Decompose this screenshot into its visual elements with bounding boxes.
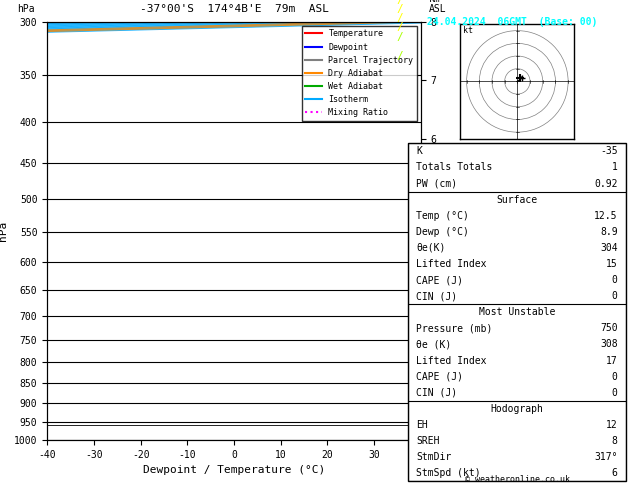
Legend: Temperature, Dewpoint, Parcel Trajectory, Dry Adiabat, Wet Adiabat, Isotherm, Mi: Temperature, Dewpoint, Parcel Trajectory… [302, 26, 417, 121]
Text: /: / [396, 32, 403, 42]
Text: Hodograph: Hodograph [491, 404, 543, 414]
Text: 0: 0 [612, 275, 618, 285]
Text: 6: 6 [612, 468, 618, 478]
Text: 750: 750 [600, 323, 618, 333]
Text: 17: 17 [606, 355, 618, 365]
X-axis label: Dewpoint / Temperature (°C): Dewpoint / Temperature (°C) [143, 465, 325, 475]
Text: /: / [396, 52, 403, 61]
Text: CAPE (J): CAPE (J) [416, 372, 464, 382]
Text: 12: 12 [606, 420, 618, 430]
Text: Pressure (mb): Pressure (mb) [416, 323, 493, 333]
Text: EH: EH [416, 420, 428, 430]
Text: Lifted Index: Lifted Index [416, 259, 487, 269]
Text: Dewp (°C): Dewp (°C) [416, 227, 469, 237]
Text: θe (K): θe (K) [416, 339, 452, 349]
Text: 1: 1 [612, 162, 618, 173]
Text: LCL: LCL [422, 420, 437, 430]
Text: 15: 15 [606, 259, 618, 269]
Text: Totals Totals: Totals Totals [416, 162, 493, 173]
Text: StmSpd (kt): StmSpd (kt) [416, 468, 481, 478]
Text: 0: 0 [612, 372, 618, 382]
Text: 24.04.2024  06GMT  (Base: 00): 24.04.2024 06GMT (Base: 00) [428, 17, 598, 27]
Text: CAPE (J): CAPE (J) [416, 275, 464, 285]
Text: 304: 304 [600, 243, 618, 253]
Text: PW (cm): PW (cm) [416, 178, 457, 189]
Text: CIN (J): CIN (J) [416, 291, 457, 301]
Text: -35: -35 [600, 146, 618, 156]
Text: -37°00'S  174°4B'E  79m  ASL: -37°00'S 174°4B'E 79m ASL [140, 3, 328, 14]
Y-axis label: Mixing Ratio (g/kg): Mixing Ratio (g/kg) [438, 175, 448, 287]
Text: Lifted Index: Lifted Index [416, 355, 487, 365]
Y-axis label: hPa: hPa [0, 221, 8, 241]
Text: /: / [396, 0, 403, 5]
Text: /: / [396, 13, 403, 23]
Text: θe(K): θe(K) [416, 243, 446, 253]
FancyBboxPatch shape [408, 143, 626, 481]
Text: K: K [416, 146, 422, 156]
Text: kt: kt [463, 26, 473, 35]
Text: © weatheronline.co.uk: © weatheronline.co.uk [465, 474, 569, 484]
Text: 0: 0 [612, 291, 618, 301]
Text: 8.9: 8.9 [600, 227, 618, 237]
Text: 0.92: 0.92 [594, 178, 618, 189]
Text: 0: 0 [612, 388, 618, 398]
Text: hPa: hPa [17, 3, 35, 14]
Text: 308: 308 [600, 339, 618, 349]
Text: Temp (°C): Temp (°C) [416, 211, 469, 221]
Text: /: / [396, 4, 403, 14]
Text: SREH: SREH [416, 436, 440, 446]
Text: 317°: 317° [594, 452, 618, 462]
Text: StmDir: StmDir [416, 452, 452, 462]
Text: 8: 8 [612, 436, 618, 446]
Text: CIN (J): CIN (J) [416, 388, 457, 398]
Text: Most Unstable: Most Unstable [479, 307, 555, 317]
Text: /: / [396, 22, 403, 32]
Text: km
ASL: km ASL [428, 0, 446, 14]
Text: 12.5: 12.5 [594, 211, 618, 221]
Text: Surface: Surface [496, 195, 538, 205]
